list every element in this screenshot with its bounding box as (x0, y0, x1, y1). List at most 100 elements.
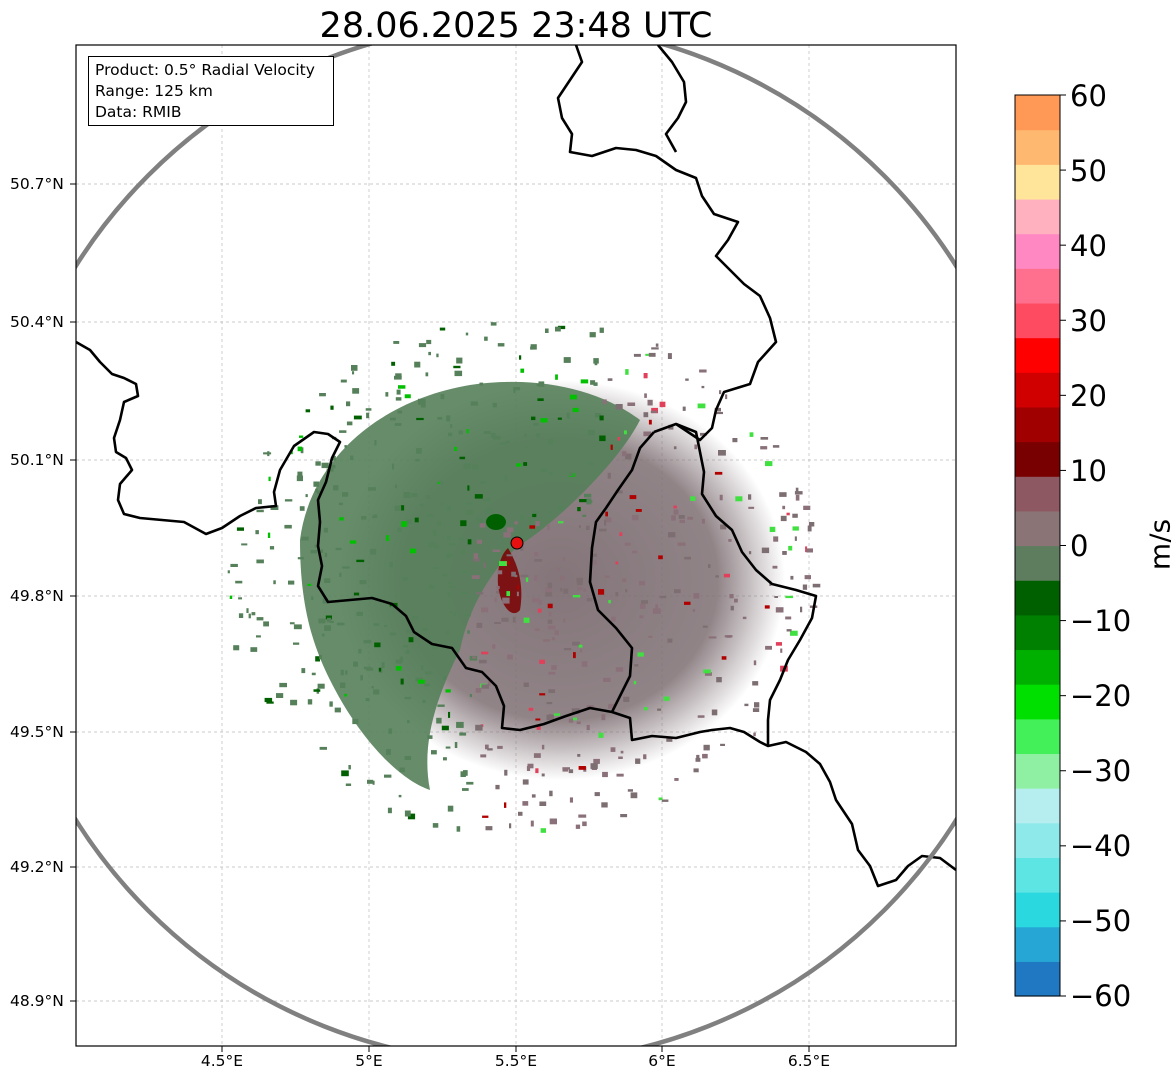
echo-speckle (630, 792, 638, 799)
echo-speckle (359, 580, 367, 585)
echo-speckle (324, 625, 331, 631)
echo-speckle (804, 575, 811, 580)
echo-speckle (460, 520, 467, 527)
echo-speckle (406, 519, 412, 525)
echo-speckle (352, 388, 360, 394)
echo-speckle (617, 437, 620, 441)
echo-speckle (539, 659, 545, 664)
echo-speckle (615, 490, 623, 494)
echo-speckle (780, 648, 783, 653)
colorbar-segment (1015, 198, 1060, 235)
echo-speckle (414, 517, 419, 523)
echo-speckle (682, 406, 686, 411)
echo-speckle (361, 516, 367, 520)
echo-speckle (648, 419, 652, 425)
colorbar-tick-label: 60 (1070, 79, 1107, 113)
echo-speckle (607, 472, 611, 479)
echo-speckle (445, 689, 451, 693)
echo-speckle (578, 525, 581, 528)
echo-speckle (572, 595, 581, 598)
echo-speckle (454, 742, 458, 748)
echo-speckle (785, 595, 793, 599)
echo-speckle (389, 632, 397, 636)
echo-speckle (802, 584, 808, 590)
echo-speckle (330, 620, 334, 623)
echo-speckle (734, 598, 738, 603)
echo-speckle (342, 492, 349, 497)
echo-speckle (460, 592, 468, 595)
echo-speckle (466, 429, 469, 434)
echo-speckle (504, 802, 507, 808)
echo-speckle (256, 509, 264, 513)
echo-speckle (407, 720, 410, 724)
echo-speckle (333, 485, 339, 491)
lat-tick-label: 50.1°N (10, 451, 64, 469)
echo-speckle (315, 488, 318, 493)
echo-speckle (547, 524, 550, 531)
echo-speckle (251, 612, 256, 616)
echo-speckle (548, 510, 552, 514)
echo-speckle (346, 401, 351, 407)
echo-speckle (425, 372, 429, 377)
colorbar-segment (1015, 857, 1060, 893)
echo-speckle (522, 801, 529, 806)
echo-speckle (348, 765, 351, 770)
echo-speckle (644, 393, 647, 398)
echo-speckle (753, 732, 756, 737)
colorbar-segments (1015, 95, 1060, 997)
echo-speckle (667, 638, 673, 643)
echo-speckle (238, 597, 242, 600)
echo-speckle (394, 375, 402, 380)
echo-speckle (601, 714, 606, 721)
echo-speckle (519, 514, 525, 520)
echo-speckle (433, 566, 440, 569)
border-luxembourg-germany (653, 422, 818, 746)
echo-speckle (692, 609, 696, 612)
product-info-box: Product: 0.5° Radial Velocity Range: 125… (88, 56, 334, 126)
echo-speckle (345, 670, 348, 675)
echo-speckle (351, 365, 358, 371)
echo-speckle (353, 415, 362, 420)
echo-speckle (684, 556, 691, 560)
echo-speckle (554, 630, 559, 635)
echo-speckle (562, 769, 569, 772)
echo-speckle (488, 680, 491, 686)
echo-speckle (772, 445, 780, 448)
echo-speckle (719, 494, 723, 501)
echo-speckle (593, 560, 597, 565)
echo-speckle (702, 625, 708, 628)
echo-speckle (387, 807, 392, 814)
echo-speckle (715, 575, 719, 578)
echo-speckle (427, 735, 433, 739)
echo-speckle (390, 606, 397, 609)
echo-speckle (360, 675, 363, 681)
echo-speckle (250, 647, 258, 652)
echo-speckle (313, 689, 321, 692)
echo-speckle (775, 642, 782, 646)
echo-speckle (340, 669, 344, 676)
echo-speckle (539, 801, 547, 806)
echo-speckle (548, 671, 556, 675)
echo-speckle (255, 530, 259, 535)
echo-speckle (569, 394, 577, 400)
echo-speckle (431, 750, 437, 755)
radar-site-marker (510, 536, 524, 550)
echo-speckle (509, 823, 512, 829)
echo-speckle (693, 768, 699, 773)
echo-speckle (629, 495, 637, 500)
echo-speckle (603, 677, 611, 682)
echo-speckle (305, 494, 308, 498)
echo-speckle (395, 484, 398, 489)
echo-speckle (398, 385, 406, 389)
echo-speckle (235, 580, 243, 584)
echo-speckle (729, 594, 734, 599)
echo-speckle (674, 589, 681, 594)
echo-speckle (454, 612, 457, 617)
echo-speckle (673, 446, 677, 450)
echo-speckle (545, 591, 553, 597)
echo-speckle (602, 771, 608, 778)
lat-tick-label: 49.2°N (10, 858, 64, 876)
echo-speckle (246, 608, 249, 613)
echo-speckle (540, 418, 548, 423)
